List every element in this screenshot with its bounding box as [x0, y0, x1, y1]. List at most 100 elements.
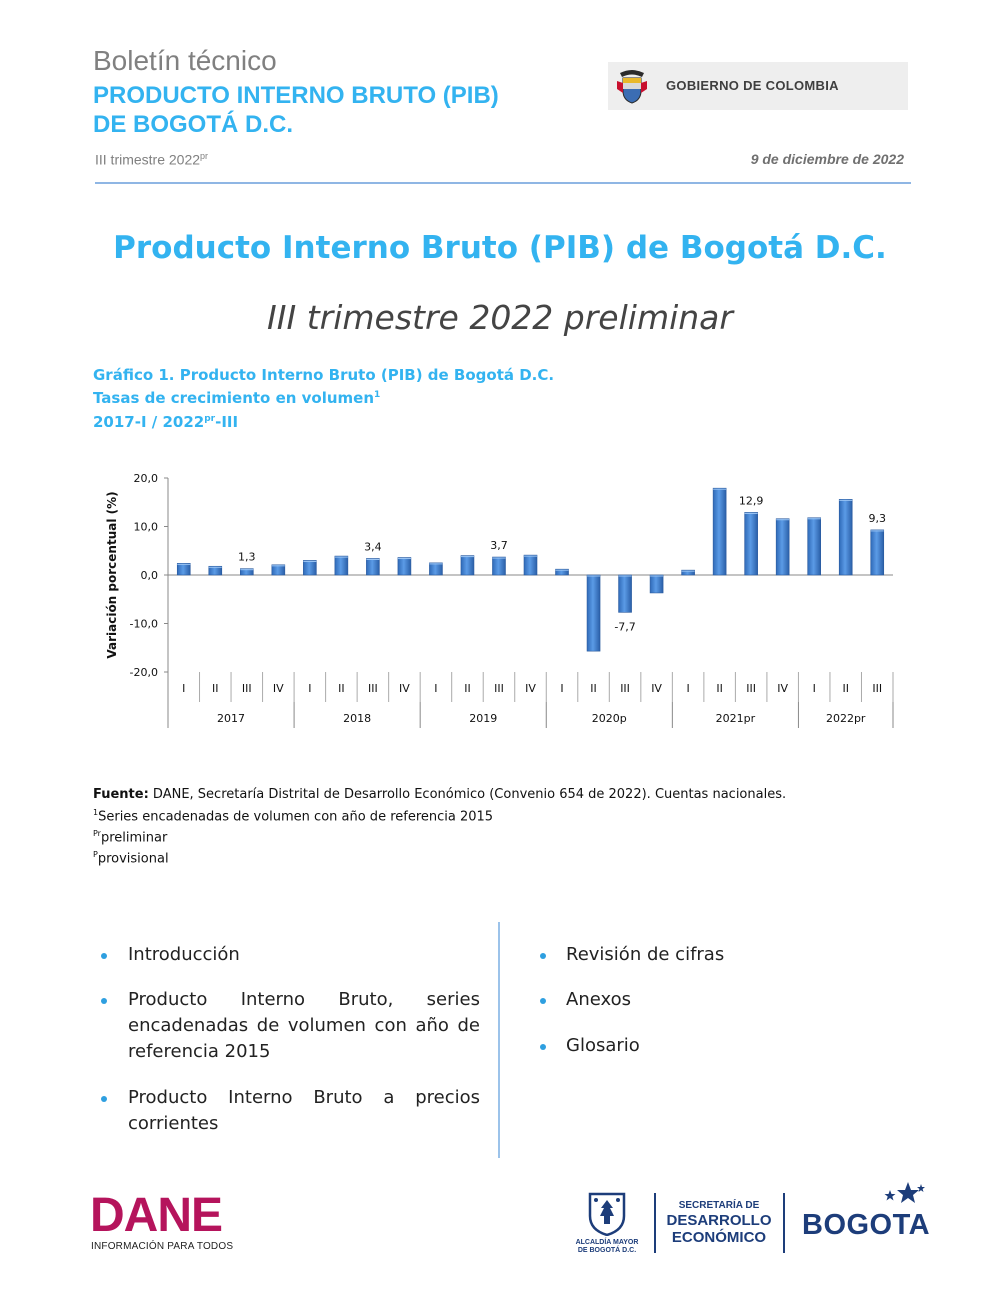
bar — [460, 555, 475, 576]
contents-divider — [498, 922, 500, 1158]
bullet-icon — [101, 998, 107, 1004]
year-label: 2018 — [343, 712, 371, 725]
contents-item-anexos[interactable]: Anexos — [566, 989, 631, 1010]
quarter-label: I — [434, 682, 437, 695]
period-sup: pr — [200, 151, 209, 161]
quarter-label: I — [560, 682, 563, 695]
bar — [775, 518, 790, 576]
note-provisional: Pprovisional — [93, 850, 169, 866]
bar — [397, 557, 412, 576]
bullet-icon — [540, 1044, 546, 1050]
bar — [555, 568, 569, 576]
source-label: Fuente: — [93, 787, 149, 802]
note-preliminar: Prpreliminar — [93, 829, 167, 845]
bar — [712, 487, 727, 576]
quarter-label: I — [308, 682, 311, 695]
quarter-label: IV — [525, 682, 536, 695]
quarter-label: II — [590, 682, 597, 695]
colombia-seal-icon — [617, 70, 647, 104]
year-label: 2017 — [217, 712, 245, 725]
page-title: Producto Interno Bruto (PIB) de Bogotá D… — [113, 230, 887, 266]
bullet-icon — [540, 953, 546, 959]
caption3-sup: pr — [204, 414, 216, 424]
contents-item-pib-corrientes[interactable]: Producto Interno Bruto a precios corrien… — [128, 1087, 480, 1134]
gov-logo-box — [608, 62, 908, 110]
bulletin-period: III trimestre 2022pr — [95, 151, 208, 168]
footer-separator — [783, 1193, 785, 1253]
quarter-label: II — [338, 682, 345, 695]
bar — [366, 558, 380, 576]
note-pr-sup: Pr — [93, 829, 101, 838]
note-series-text: Series encadenadas de volumen con año de… — [98, 809, 494, 825]
bar — [744, 512, 758, 576]
quarter-label: III — [242, 682, 252, 695]
year-label: 2020p — [592, 712, 627, 725]
bulletin-kicker: Boletín técnico — [93, 45, 277, 76]
period-text: III trimestre 2022 — [95, 151, 201, 168]
quarter-label: II — [212, 682, 219, 695]
caption2-sup: 1 — [374, 390, 381, 400]
quarter-label: I — [686, 682, 689, 695]
quarter-label: III — [872, 682, 882, 695]
bar — [334, 555, 349, 576]
dane-logo: DANE — [90, 1189, 223, 1242]
bogota-logo: BOGOTA — [802, 1209, 931, 1241]
sde-logo: SECRETARÍA DE DESARROLLO ECONÓMICO — [664, 1200, 774, 1246]
y-tick-label: 10,0 — [134, 521, 159, 534]
quarter-label: I — [182, 682, 185, 695]
contents-item-intro[interactable]: Introducción — [128, 944, 240, 965]
dane-tagline: INFORMACIÓN PARA TODOS — [91, 1241, 234, 1252]
quarter-label: II — [842, 682, 849, 695]
contents-item-revision[interactable]: Revisión de cifras — [566, 944, 725, 965]
note-pr-text: preliminar — [100, 830, 168, 846]
bullet-icon — [540, 998, 546, 1004]
bullet-icon — [101, 1096, 107, 1102]
bulletin-date: 9 de diciembre de 2022 — [750, 151, 904, 167]
footer-separator — [654, 1193, 656, 1253]
bar — [523, 554, 538, 576]
data-label: 9,3 — [868, 512, 886, 525]
y-tick-label: 0,0 — [141, 569, 159, 582]
note-series-sup: 1 — [93, 808, 99, 817]
bar — [838, 499, 853, 576]
caption2-text: Tasas de crecimiento en volumen — [93, 389, 375, 407]
bar — [649, 574, 664, 594]
quarter-label: IV — [651, 682, 662, 695]
gdp-growth-bar-chart: 20,0 10,0 0,0 -10,0 -20,0 Variación porcentua… — [105, 472, 894, 728]
quarter-label: III — [746, 682, 756, 695]
bar — [618, 574, 632, 613]
quarter-label: II — [464, 682, 471, 695]
bulletin-title-line2: DE BOGOTÁ D.C. — [93, 111, 294, 138]
data-label: 1,3 — [238, 551, 256, 564]
sde-line3: ECONÓMICO — [671, 1229, 767, 1246]
sde-line2: DESARROLLO — [666, 1212, 772, 1229]
alcaldia-shield-icon — [588, 1192, 626, 1236]
year-label: 2022pr — [826, 712, 866, 725]
gov-label: GOBIERNO DE COLOMBIA — [666, 78, 839, 93]
data-label: 12,9 — [739, 494, 764, 507]
contents-item-pib-volumen[interactable]: Producto Interno Bruto, series encadenad… — [128, 989, 480, 1062]
y-tick-label: 20,0 — [134, 472, 159, 485]
page-subtitle: III trimestre 2022 preliminar — [267, 298, 733, 337]
bar — [586, 574, 601, 652]
quarter-label: III — [368, 682, 378, 695]
quarter-label: II — [716, 682, 723, 695]
contents-item-glosario[interactable]: Glosario — [566, 1035, 640, 1056]
data-label: 3,4 — [364, 541, 382, 554]
y-tick-label: -20,0 — [130, 666, 158, 679]
bar — [681, 569, 695, 576]
header-divider — [95, 182, 911, 184]
bulletin-title-line1: PRODUCTO INTERNO BRUTO (PIB) — [93, 82, 499, 109]
bar — [429, 562, 443, 576]
bar — [208, 565, 223, 576]
note-series: 1Series encadenadas de volumen con año d… — [93, 808, 493, 824]
y-axis-title: Variación porcentual (%) — [105, 491, 119, 658]
quarter-label: IV — [273, 682, 284, 695]
source-line: Fuente: DANE, Secretaría Distrital de De… — [93, 787, 786, 802]
caption3-b: -III — [215, 413, 239, 431]
figure-caption-line1: Gráfico 1. Producto Interno Bruto (PIB) … — [93, 366, 555, 384]
bar — [303, 560, 317, 576]
bar — [240, 568, 254, 576]
bar — [176, 563, 191, 576]
bar — [271, 564, 286, 576]
